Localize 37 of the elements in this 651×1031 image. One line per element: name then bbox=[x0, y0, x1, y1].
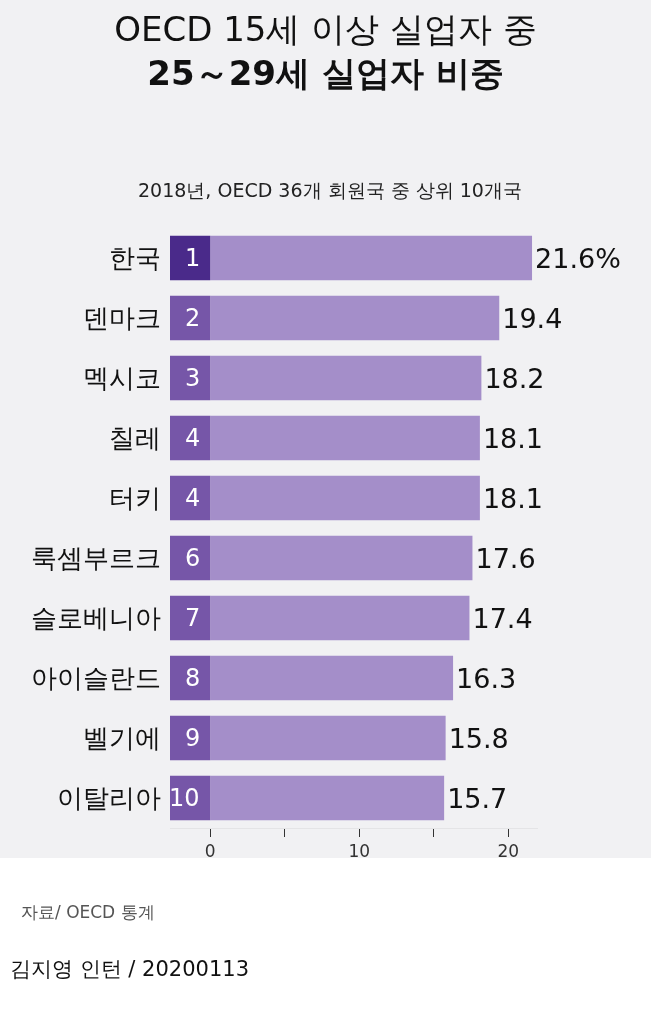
x-tick-label: 20 bbox=[497, 841, 520, 862]
y-tick-label: 룩셈부르크 bbox=[31, 543, 161, 574]
text: 김지영 인턴 / 20200113 bbox=[10, 957, 249, 981]
chart-title: OECD 15세 이상 실업자 중 25～29세 실업자 비중 bbox=[114, 9, 537, 94]
y-tick-label: 슬로베니아 bbox=[31, 603, 161, 634]
data-label: 16.3 bbox=[456, 662, 517, 694]
annotation: 3 bbox=[185, 364, 201, 392]
data-label: 15.8 bbox=[448, 722, 509, 754]
data-label: 15.7 bbox=[447, 782, 508, 814]
annotation: 9 bbox=[185, 724, 201, 752]
data-label: 17.4 bbox=[472, 602, 533, 634]
annotation: 1 bbox=[185, 244, 201, 272]
text: 자료/ OECD 통계 bbox=[21, 902, 155, 922]
annotation: 4 bbox=[185, 424, 201, 452]
y-tick-label: 한국 bbox=[109, 243, 161, 274]
annotation: 10 bbox=[169, 784, 200, 812]
data-label: 18.1 bbox=[482, 422, 544, 454]
data-label: 18.1 bbox=[482, 482, 544, 514]
annotation: 8 bbox=[185, 664, 201, 692]
y-tick-label: 터키 bbox=[109, 483, 161, 514]
data-label: 17.6 bbox=[475, 542, 536, 574]
data-label: 21.6% bbox=[535, 242, 621, 274]
chart-subtitle: 2018년, OECD 36개 회원국 중 상위 10개국 bbox=[138, 179, 522, 201]
y-tick-label: 벨기에 bbox=[83, 723, 161, 754]
x-tick-label: 0 bbox=[204, 841, 216, 862]
x-tick-label: 10 bbox=[348, 841, 371, 862]
annotation: 4 bbox=[185, 484, 201, 512]
annotation: 6 bbox=[185, 544, 201, 572]
y-tick-label: 칠레 bbox=[109, 423, 161, 454]
y-tick-label: 이탈리아 bbox=[57, 783, 161, 814]
data-label: 18.2 bbox=[484, 362, 545, 394]
y-tick-label: 아이슬란드 bbox=[31, 663, 161, 694]
y-tick-label: 멕시코 bbox=[83, 363, 161, 394]
y-tick-label: 덴마크 bbox=[83, 303, 161, 334]
annotation: 7 bbox=[185, 604, 201, 632]
annotation: 2 bbox=[185, 304, 201, 332]
data-label: 19.4 bbox=[502, 302, 563, 334]
